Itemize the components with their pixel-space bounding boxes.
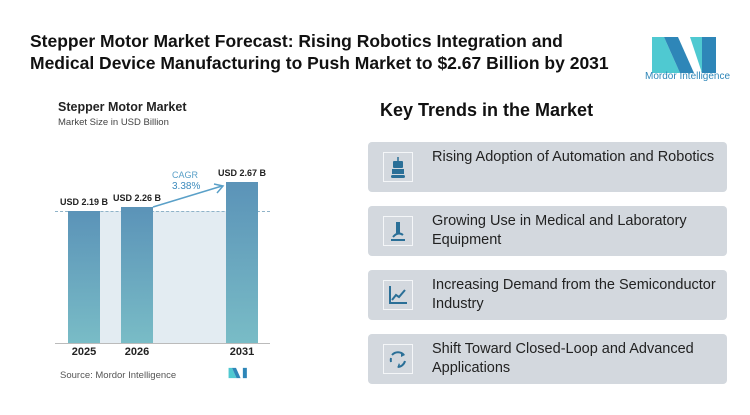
trend-card: Growing Use in Medical and Laboratory Eq… <box>368 206 727 256</box>
trend-card: Shift Toward Closed-Loop and Advanced Ap… <box>368 334 727 384</box>
bar-2025 <box>68 210 100 343</box>
bar-2026 <box>121 206 153 343</box>
cycle-arrows-icon <box>383 344 413 374</box>
data-label: USD 2.19 B <box>59 196 109 207</box>
reference-line <box>55 211 270 212</box>
trend-card: Increasing Demand from the Semiconductor… <box>368 270 727 320</box>
chart-subtitle: Market Size in USD Billion <box>58 117 169 128</box>
page-title: Stepper Motor Market Forecast: Rising Ro… <box>30 31 609 73</box>
chart-source: Source: Mordor Intelligence <box>60 370 177 381</box>
line-chart-icon <box>383 280 413 310</box>
cagr-arrow-icon <box>152 183 225 208</box>
x-tick-label: 2026 <box>124 346 150 358</box>
bar-2031 <box>226 181 258 343</box>
mordor-small-logo-icon <box>228 367 247 379</box>
trends-title: Key Trends in the Market <box>380 100 594 120</box>
x-tick-label: 2025 <box>71 346 97 358</box>
trend-text: Shift Toward Closed-Loop and Advanced Ap… <box>432 341 694 376</box>
x-axis <box>55 343 270 344</box>
chart-shade <box>100 211 226 343</box>
trend-card: Rising Adoption of Automation and Roboti… <box>368 142 727 192</box>
chart-title: Stepper Motor Market <box>58 100 187 114</box>
cagr-label: CAGR <box>172 170 199 180</box>
trend-text: Rising Adoption of Automation and Roboti… <box>432 149 715 165</box>
cagr-value: 3.38% <box>172 181 201 192</box>
trend-text: Increasing Demand from the Semiconductor… <box>432 277 716 312</box>
microscope-icon <box>383 216 413 246</box>
robot-icon <box>383 152 413 182</box>
trend-text: Growing Use in Medical and Laboratory Eq… <box>432 213 687 248</box>
logo-text: Mordor Intelligence <box>645 71 731 82</box>
data-label: USD 2.67 B <box>217 167 267 178</box>
mordor-logo-icon <box>652 37 716 73</box>
x-tick-label: 2031 <box>229 346 255 358</box>
data-label: USD 2.26 B <box>112 192 162 203</box>
